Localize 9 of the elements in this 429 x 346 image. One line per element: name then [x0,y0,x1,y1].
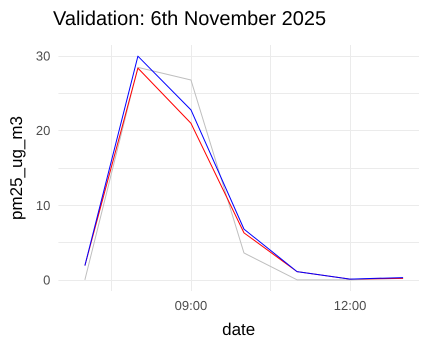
x-tick-label: 09:00 [174,298,208,313]
y-tick-label: 30 [36,48,50,64]
x-axis-title: date [222,320,256,339]
y-tick-label: 10 [36,198,50,213]
y-axis-title: pm25_ug_m3 [7,116,26,220]
x-tick-label: 12:00 [334,298,366,313]
y-tick-label: 20 [36,123,50,138]
chart-title: Validation: 6th November 2025 [53,8,326,30]
y-tick-label: 0 [43,272,50,288]
